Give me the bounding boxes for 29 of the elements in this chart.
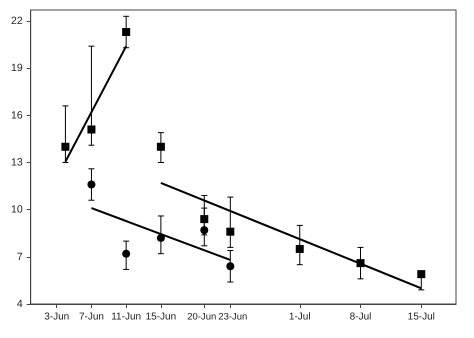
point [122, 28, 130, 36]
x-tick-label: 20-Jun [187, 312, 216, 322]
y-tick-label: 19 [10, 62, 23, 74]
y-tick-label: 4 [16, 298, 23, 310]
point [87, 180, 96, 189]
y-tick-label: 10 [10, 204, 23, 216]
point [356, 259, 365, 268]
point [61, 142, 70, 151]
y-tick-label: 7 [16, 250, 23, 263]
x-tick-label: 15-Jul [408, 312, 435, 322]
point [122, 250, 130, 258]
x-tick-label: 11-Jun [111, 312, 142, 322]
point [87, 125, 96, 134]
x-tick-label: 15-Jun [146, 312, 176, 322]
x-tick-label: 8-Jul [350, 312, 372, 322]
x-tick-label: 3-Jun [44, 312, 70, 322]
y-tick-label: 22 [10, 15, 23, 28]
x-tick-label: 7-Jun [78, 312, 104, 322]
x-tick-label: 1-Jul [288, 312, 311, 322]
y-tick-label: 16 [10, 109, 23, 122]
x-tick-label: 23-Jun [218, 312, 248, 322]
point [226, 262, 234, 270]
point [296, 244, 304, 253]
point [200, 215, 208, 224]
point [226, 228, 234, 236]
point [417, 270, 426, 278]
point [156, 234, 165, 242]
y-tick-label: 13 [10, 156, 23, 169]
point [156, 142, 165, 151]
